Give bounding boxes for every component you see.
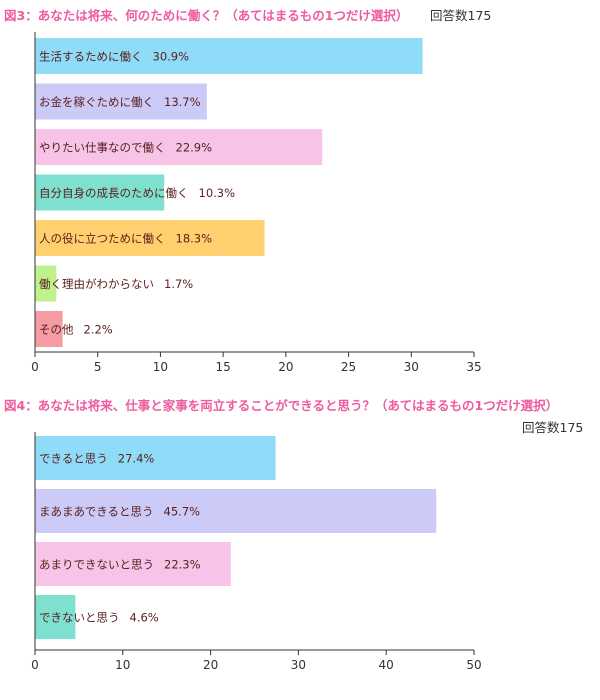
x-tick-label: 50 xyxy=(466,658,481,672)
bar-value-label: 30.9% xyxy=(153,50,190,64)
bar xyxy=(35,436,276,480)
bar-value-label: 18.3% xyxy=(176,232,213,246)
bar-category-label: その他 xyxy=(39,323,74,337)
bar xyxy=(35,265,57,302)
bar-label: できると思う 27.4% xyxy=(39,452,154,466)
bar-category-label: できると思う xyxy=(39,452,108,466)
bar-category-label: 働く理由がわからない xyxy=(39,277,154,291)
x-tick-label: 25 xyxy=(341,360,356,374)
bar-value-label: 2.2% xyxy=(84,323,113,337)
x-tick-label: 30 xyxy=(291,658,306,672)
bar-category-label: まあまあできると思う xyxy=(39,505,154,519)
bar xyxy=(35,595,76,639)
x-tick-label: 0 xyxy=(31,360,39,374)
bar-category-label: 自分自身の成長のために働く xyxy=(39,186,189,200)
bar-value-label: 10.3% xyxy=(199,186,236,200)
x-tick-label: 20 xyxy=(278,360,293,374)
bar-value-label: 22.3% xyxy=(164,558,201,572)
x-tick-label: 20 xyxy=(203,658,218,672)
bar-label: まあまあできると思う 45.7% xyxy=(39,505,200,519)
x-tick-label: 40 xyxy=(379,658,394,672)
respondent-count: 回答数175 xyxy=(430,8,491,23)
bar xyxy=(35,83,207,120)
bar-category-label: 人の役に立つために働く xyxy=(39,232,166,246)
x-tick-label: 15 xyxy=(216,360,231,374)
bar-label: できないと思う 4.6% xyxy=(39,611,159,625)
x-tick-label: 10 xyxy=(115,658,130,672)
x-tick-label: 35 xyxy=(466,360,481,374)
x-tick-label: 30 xyxy=(404,360,419,374)
x-tick-label: 10 xyxy=(153,360,168,374)
bar-category-label: やりたい仕事なので働く xyxy=(39,141,166,155)
x-tick-label: 5 xyxy=(94,360,102,374)
bar-value-label: 4.6% xyxy=(130,611,159,625)
respondent-count: 回答数175 xyxy=(522,420,583,435)
chart-work-reasons: 図3：あなたは将来、何のために働く？（あてはまるもの1つだけ選択） 回答数175… xyxy=(4,8,491,374)
bar-category-label: お金を稼ぐために働く xyxy=(39,95,154,109)
bar-value-label: 45.7% xyxy=(164,505,201,519)
bar-value-label: 13.7% xyxy=(164,95,201,109)
bar-value-label: 22.9% xyxy=(176,141,213,155)
bar-label: やりたい仕事なので働く 22.9% xyxy=(39,141,212,155)
bar-category-label: できないと思う xyxy=(39,611,120,625)
chart-title: 図3：あなたは将来、何のために働く？（あてはまるもの1つだけ選択） xyxy=(4,8,408,23)
bar xyxy=(35,38,423,74)
bar-value-label: 1.7% xyxy=(164,277,193,291)
bar-label: お金を稼ぐために働く 13.7% xyxy=(39,95,201,109)
bar xyxy=(35,220,265,256)
bar-label: 働く理由がわからない 1.7% xyxy=(39,277,193,291)
bar-label: 自分自身の成長のために働く 10.3% xyxy=(39,186,235,200)
x-tick-label: 0 xyxy=(31,658,39,672)
chart-title: 図4：あなたは将来、仕事と家事を両立することができると思う？（あてはまるもの1つ… xyxy=(4,398,558,413)
bar-label: 生活するために働く 30.9% xyxy=(39,50,189,64)
bar xyxy=(35,489,437,533)
bar-value-label: 27.4% xyxy=(118,452,155,466)
chart-work-housework-balance: 図4：あなたは将来、仕事と家事を両立することができると思う？（あてはまるもの1つ… xyxy=(4,398,583,672)
bar xyxy=(35,542,231,586)
bar-category-label: 生活するために働く xyxy=(39,50,143,64)
bar xyxy=(35,174,165,211)
bar-label: あまりできないと思う 22.3% xyxy=(39,558,201,572)
bar xyxy=(35,129,323,165)
bar xyxy=(35,311,63,347)
bar-label: 人の役に立つために働く 18.3% xyxy=(39,232,212,246)
bar-category-label: あまりできないと思う xyxy=(39,558,154,572)
bar-label: その他 2.2% xyxy=(39,323,113,337)
